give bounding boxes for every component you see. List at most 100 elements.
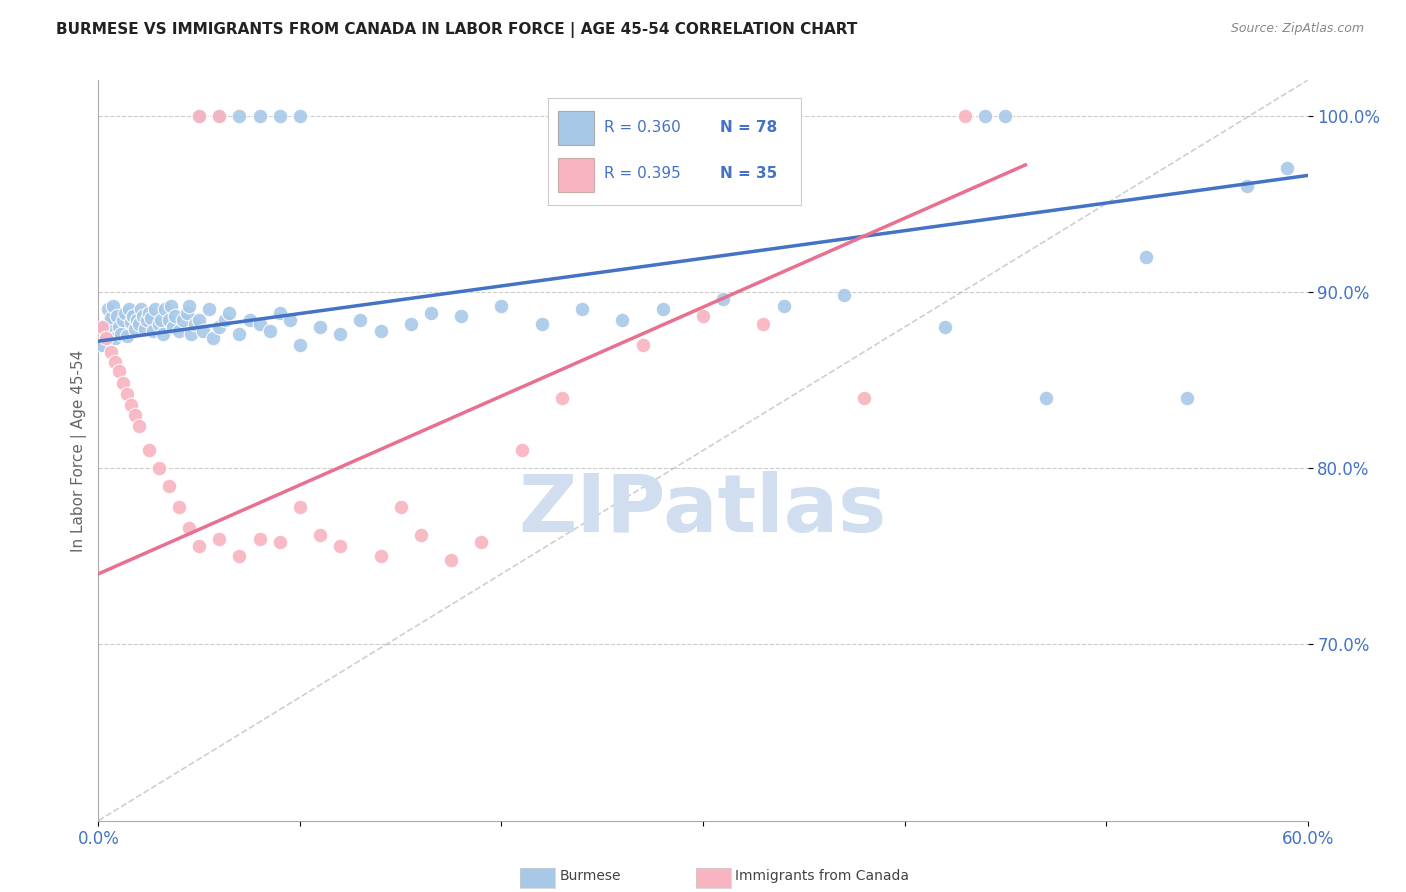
Point xyxy=(551,391,574,405)
Point xyxy=(184,317,207,331)
Point xyxy=(148,461,170,475)
Point xyxy=(167,500,190,514)
Point xyxy=(97,317,120,331)
Point xyxy=(138,443,160,458)
Point xyxy=(114,306,136,320)
Point xyxy=(571,302,593,317)
Point xyxy=(124,322,146,336)
Point xyxy=(167,324,190,338)
Point xyxy=(651,302,673,317)
Point xyxy=(97,302,120,317)
Point xyxy=(176,306,198,320)
Point xyxy=(399,317,422,331)
Point xyxy=(96,329,118,343)
Text: Burmese: Burmese xyxy=(560,869,621,883)
Point xyxy=(120,398,142,412)
Point xyxy=(249,109,271,123)
Point xyxy=(1277,161,1299,176)
Point xyxy=(288,337,311,351)
Point xyxy=(208,109,231,123)
Point xyxy=(389,500,412,514)
Point xyxy=(93,320,115,334)
Point xyxy=(269,306,291,320)
Text: ZIPatlas: ZIPatlas xyxy=(519,471,887,549)
Point xyxy=(157,479,180,493)
Point xyxy=(152,327,174,342)
Point xyxy=(288,500,311,514)
Y-axis label: In Labor Force | Age 45-54: In Labor Force | Age 45-54 xyxy=(72,350,87,551)
Bar xyxy=(558,111,593,145)
Point xyxy=(124,408,146,422)
Point xyxy=(157,313,180,327)
Point xyxy=(149,313,172,327)
Point xyxy=(228,109,250,123)
Point xyxy=(631,337,654,351)
Point xyxy=(101,299,124,313)
Point xyxy=(409,528,432,542)
Text: R = 0.395: R = 0.395 xyxy=(605,166,681,180)
Point xyxy=(1175,391,1198,405)
Point xyxy=(103,331,125,345)
Point xyxy=(1236,179,1258,194)
Point xyxy=(450,310,472,324)
Point xyxy=(370,549,392,564)
Point xyxy=(491,299,513,313)
Point xyxy=(440,553,463,567)
Point xyxy=(218,306,240,320)
Point xyxy=(188,539,211,553)
Point xyxy=(132,310,155,324)
Point xyxy=(96,331,118,345)
Point xyxy=(198,302,221,317)
Point xyxy=(208,109,231,123)
Point xyxy=(239,313,262,327)
Point xyxy=(110,327,132,342)
Point xyxy=(309,320,332,334)
Point xyxy=(100,344,122,359)
Point xyxy=(153,302,176,317)
Point xyxy=(259,324,281,338)
Point xyxy=(91,320,114,334)
Point xyxy=(419,306,441,320)
Point xyxy=(974,109,997,123)
Point xyxy=(934,320,956,334)
Point xyxy=(692,310,714,324)
Point xyxy=(530,317,553,331)
Point xyxy=(111,313,134,327)
Point xyxy=(142,324,165,338)
Point xyxy=(101,324,124,338)
Point xyxy=(711,292,734,306)
Point xyxy=(214,313,236,327)
Point xyxy=(329,539,352,553)
Point xyxy=(349,313,371,327)
Point xyxy=(129,302,152,317)
Point xyxy=(107,320,129,334)
Point xyxy=(128,418,150,433)
Text: BURMESE VS IMMIGRANTS FROM CANADA IN LABOR FORCE | AGE 45-54 CORRELATION CHART: BURMESE VS IMMIGRANTS FROM CANADA IN LAB… xyxy=(56,22,858,38)
Text: N = 78: N = 78 xyxy=(720,120,778,135)
Point xyxy=(120,315,142,329)
Point xyxy=(103,355,125,369)
Point xyxy=(228,549,250,564)
Point xyxy=(143,302,166,317)
Point xyxy=(370,324,392,338)
Text: Immigrants from Canada: Immigrants from Canada xyxy=(735,869,910,883)
Point xyxy=(188,313,211,327)
Point xyxy=(269,109,291,123)
Point xyxy=(139,311,162,326)
Point xyxy=(470,535,492,549)
Point xyxy=(138,306,160,320)
Point xyxy=(1135,250,1157,264)
Point xyxy=(193,324,215,338)
Point xyxy=(188,109,211,123)
Point xyxy=(188,109,211,123)
Point xyxy=(162,320,184,334)
Point xyxy=(1035,391,1057,405)
Point xyxy=(100,311,122,326)
Text: R = 0.360: R = 0.360 xyxy=(605,120,681,135)
Point xyxy=(135,313,157,327)
Point xyxy=(125,313,148,327)
Point xyxy=(177,521,201,535)
Point xyxy=(994,109,1017,123)
Point xyxy=(510,443,533,458)
Point xyxy=(134,322,156,336)
